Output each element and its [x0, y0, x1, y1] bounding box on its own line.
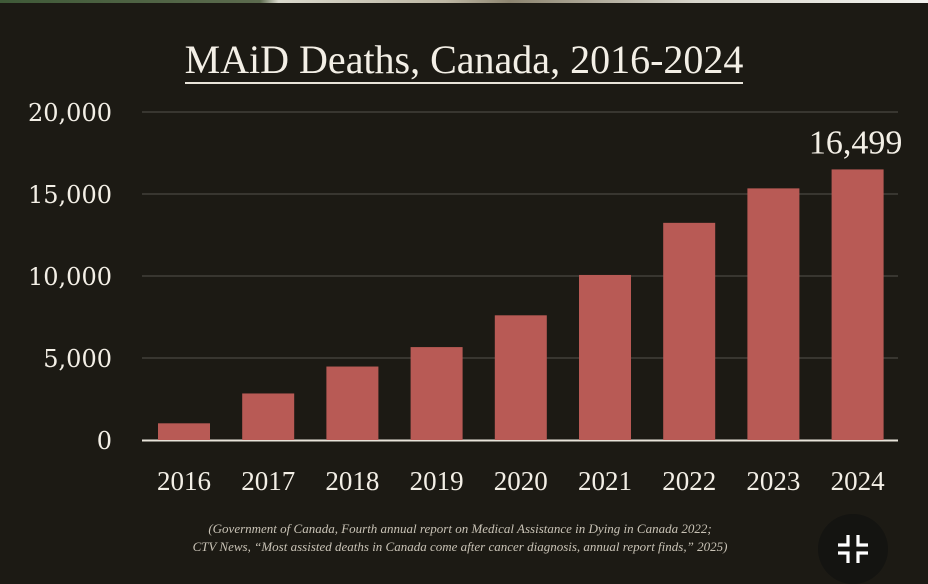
y-tick-label: 0	[97, 427, 112, 455]
value-label-2024: 16,499	[809, 124, 903, 161]
bar-2020	[494, 315, 547, 440]
bar-2021	[579, 274, 631, 440]
x-tick-label: 2017	[241, 466, 295, 496]
x-tick-label: 2024	[831, 466, 886, 496]
y-tick-label: 5,000	[43, 345, 112, 373]
x-axis-ticks: 2016 2017 2018 2019 2020 2021 2022 2023 2024	[157, 466, 885, 496]
exit-fullscreen-button[interactable]	[818, 514, 888, 584]
bar-2018	[326, 366, 379, 440]
x-tick-label: 2023	[746, 466, 800, 496]
annotations: 16,499	[809, 124, 903, 161]
y-tick-label: 20,000	[28, 99, 112, 127]
bar-2016	[158, 423, 210, 440]
y-axis-ticks: 0 5,000 10,000 15,000 20,000	[28, 99, 112, 455]
y-tick-label: 15,000	[28, 181, 112, 209]
x-tick-label: 2016	[157, 466, 211, 496]
collapse-fullscreen-icon	[838, 535, 868, 563]
bar-2023	[747, 188, 800, 440]
bars	[158, 169, 884, 441]
x-tick-label: 2021	[578, 466, 632, 496]
x-tick-label: 2019	[410, 466, 464, 496]
bar-2019	[410, 347, 463, 440]
bar-2017	[242, 393, 295, 440]
source-line-2: CTV News, “Most assisted deaths in Canad…	[192, 539, 728, 554]
x-tick-label: 2020	[494, 466, 548, 496]
y-tick-label: 10,000	[28, 263, 112, 291]
source-line-1: (Government of Canada, Fourth annual rep…	[208, 521, 712, 536]
bar-2022	[663, 222, 716, 440]
chart-title-text: MAiD Deaths, Canada, 2016-2024	[184, 37, 744, 84]
source-citation: (Government of Canada, Fourth annual rep…	[100, 520, 820, 556]
chart-title: MAiD Deaths, Canada, 2016-2024	[0, 36, 928, 84]
x-tick-label: 2022	[662, 466, 716, 496]
bar-2024	[831, 169, 884, 441]
background-photo-strip	[0, 0, 928, 3]
x-tick-label: 2018	[325, 466, 379, 496]
